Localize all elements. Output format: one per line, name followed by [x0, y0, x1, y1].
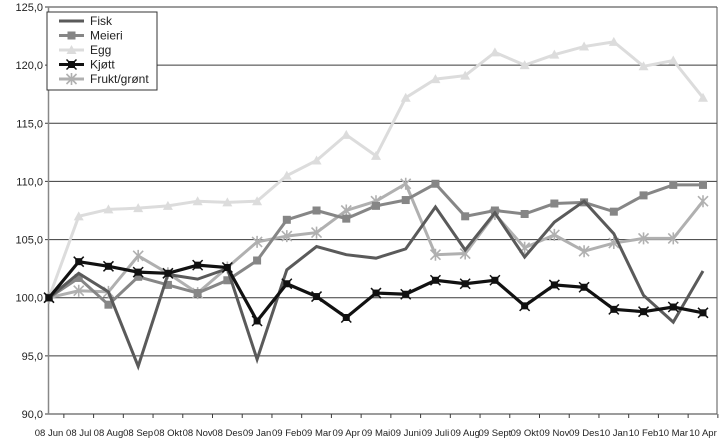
x-tick-label: 09 Sept — [479, 428, 512, 438]
x-tick-label: 09 Okt — [511, 428, 539, 438]
y-tick-label: 115,0 — [16, 118, 43, 130]
x-tick-label: 09 Apr — [333, 428, 360, 438]
x-tick-label: 09 Mar — [302, 428, 332, 438]
series-meieri — [45, 179, 707, 309]
y-tick-label: 105,0 — [15, 235, 43, 247]
x-tick-label: 09 Nov — [539, 428, 569, 438]
x-tick-label: 09 Juni — [390, 428, 421, 438]
legend-label: Kjøtt — [90, 58, 115, 72]
series-lines — [43, 36, 709, 371]
y-tick-label: 100,0 — [15, 293, 43, 305]
x-tick-label: 08 Sep — [123, 428, 153, 438]
legend-item: Kjøtt — [59, 58, 115, 72]
legend-label: Meieri — [90, 29, 123, 43]
x-tick-label: 09 Mai — [362, 428, 391, 438]
x-tick-label: 10 Feb — [629, 428, 659, 438]
x-tick-label: 09 Jan — [243, 428, 272, 438]
x-tick-label: 08 Okt — [154, 428, 182, 438]
x-tick-label: 10 Jan — [600, 428, 629, 438]
legend-item: Meieri — [59, 29, 123, 43]
legend-label: Egg — [90, 43, 111, 57]
x-tick-label: 08 Jul — [66, 428, 91, 438]
x-tick-label: 10 Mar — [658, 428, 688, 438]
series-fruktgrnt — [43, 177, 709, 304]
x-tick-label: 08 Des — [212, 428, 242, 438]
series-fisk — [48, 199, 705, 371]
series-kjtt — [43, 256, 709, 327]
y-tick-label: 120,0 — [15, 60, 43, 72]
y-tick-label: 95,0 — [22, 351, 43, 363]
x-tick-label: 09 Feb — [272, 428, 302, 438]
x-tick-label: 09 Aug — [450, 428, 480, 438]
x-tick-label: 08 Jun — [35, 428, 64, 438]
x-tick-label: 10 Apr — [689, 428, 716, 438]
legend-label: Fisk — [90, 14, 113, 28]
legend-item: Fisk — [59, 14, 113, 28]
legend-label: Frukt/grønt — [90, 72, 149, 86]
y-tick-label: 90,0 — [22, 409, 43, 421]
x-tick-label: 09 Juli — [422, 428, 449, 438]
y-tick-label: 125,0 — [15, 2, 43, 14]
legend-item: Frukt/grønt — [59, 72, 149, 86]
x-tick-label: 08 Nov — [183, 428, 213, 438]
x-axis: 08 Jun 08 Jul 08 Aug 08 Sep 08 Okt 08 Nov 08 D… — [35, 414, 719, 438]
x-tick-label: 09 Des — [569, 428, 599, 438]
y-tick-label: 110,0 — [16, 176, 43, 188]
x-tick-label: 08 Aug — [94, 428, 124, 438]
legend-item: Egg — [59, 43, 111, 57]
